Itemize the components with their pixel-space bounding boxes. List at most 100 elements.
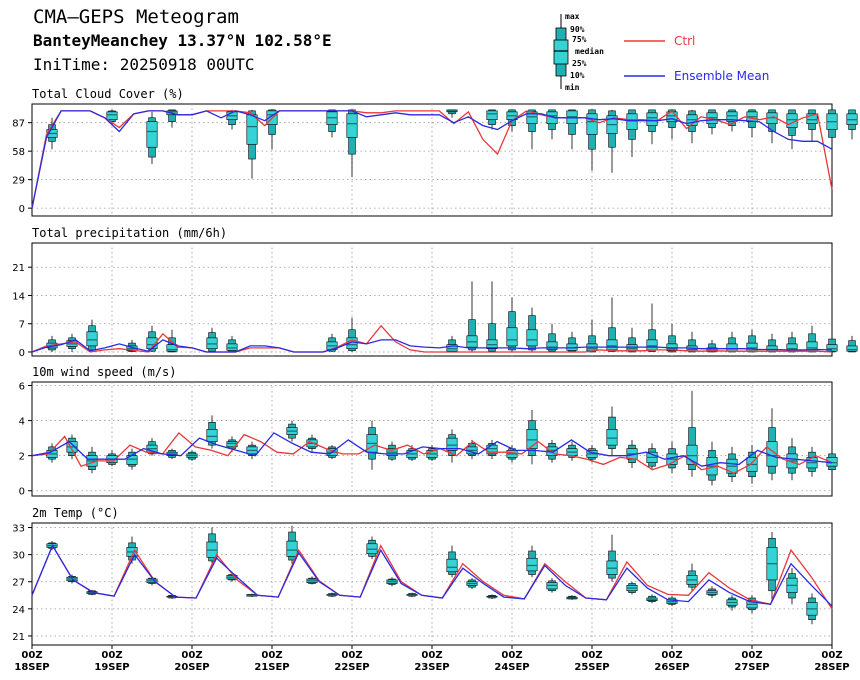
panel-3: 2m Temp (°C) 21 24 27 30 33 <box>12 506 833 646</box>
box-p25-p75 <box>446 344 458 352</box>
ensemble-box <box>206 327 218 352</box>
ensemble-box <box>606 297 618 352</box>
x-tick-date: 19SEP <box>94 662 129 673</box>
ensemble-box <box>506 109 518 132</box>
x-tick-date: 18SEP <box>14 662 49 673</box>
ensemble-box <box>346 109 358 177</box>
x-tick-date: 28SEP <box>814 662 849 673</box>
legend-ctrl-label: Ctrl <box>674 34 696 48</box>
box-p25-p75 <box>726 343 738 352</box>
ensemble-mean-line <box>31 432 833 467</box>
x-tick-date: 22SEP <box>334 662 369 673</box>
box-p25-p75 <box>506 327 518 347</box>
ensemble-mean-line <box>31 110 833 209</box>
ensemble-box <box>166 329 178 353</box>
ensemble-box <box>446 545 458 578</box>
ensemble-box <box>506 297 518 352</box>
ensemble-box <box>306 434 318 453</box>
init-time-label: IniTime: 20250918 00UTC <box>33 55 255 74</box>
x-tick-date: 24SEP <box>494 662 529 673</box>
ensemble-box <box>566 331 578 352</box>
x-tick-hour: 00Z <box>741 650 762 661</box>
ensemble-box <box>686 109 698 144</box>
x-tick-date: 27SEP <box>734 662 769 673</box>
ensemble-box <box>806 593 818 625</box>
box-p25-p75 <box>346 337 358 350</box>
ensemble-box <box>346 317 358 352</box>
x-tick-hour: 00Z <box>821 650 842 661</box>
box-p25-p75 <box>586 113 598 135</box>
y-tick-label: 2 <box>19 452 25 463</box>
y-tick-label: 0 <box>19 348 25 359</box>
ensemble-box <box>406 592 418 598</box>
ensemble-box <box>546 109 558 140</box>
y-tick-label: 0 <box>19 487 25 498</box>
legend-box-glyph <box>553 14 569 89</box>
box-p25-p75 <box>686 444 698 465</box>
legend-max-label: max <box>565 12 580 21</box>
ensemble-box <box>386 577 398 587</box>
ensemble-box <box>746 109 758 138</box>
ensemble-box <box>306 576 318 585</box>
ensemble-box <box>626 581 638 595</box>
ensemble-box <box>486 109 498 130</box>
x-tick-date: 23SEP <box>414 662 449 673</box>
x-tick-hour: 00Z <box>21 650 42 661</box>
ensemble-box <box>706 586 718 599</box>
y-tick-label: 58 <box>12 147 25 158</box>
panel-title: 10m wind speed (m/s) <box>32 365 177 379</box>
ensemble-box <box>846 109 858 140</box>
ensemble-box <box>646 109 658 145</box>
ensemble-box <box>406 445 418 461</box>
x-tick-date: 26SEP <box>654 662 689 673</box>
ensemble-box <box>326 109 338 138</box>
box-p25-p75 <box>606 429 618 446</box>
ensemble-box <box>626 327 638 353</box>
box-p10-p90 <box>488 323 496 352</box>
ensemble-box <box>446 335 458 353</box>
ensemble-box <box>366 420 378 470</box>
box-p25-p75 <box>846 345 858 352</box>
x-tick-hour: 00Z <box>341 650 362 661</box>
y-tick-label: 4 <box>19 417 25 428</box>
ensemble-box <box>766 408 778 481</box>
ensemble-box <box>666 596 678 607</box>
ensemble-box <box>766 109 778 144</box>
box-p10-p90 <box>168 109 176 122</box>
box-p25-p75 <box>446 558 458 573</box>
legend-p10-label: 10% <box>570 71 585 80</box>
ensemble-box <box>686 563 698 591</box>
panel-title: 2m Temp (°C) <box>32 506 119 520</box>
ensemble-box <box>246 109 258 179</box>
ensemble-box <box>286 420 298 442</box>
x-tick-hour: 00Z <box>501 650 522 661</box>
y-tick-label: 21 <box>12 263 25 274</box>
box-p25-p75 <box>166 344 178 352</box>
ensemble-box <box>86 446 98 474</box>
ensemble-box <box>146 576 158 586</box>
ensemble-box <box>206 527 218 564</box>
legend-mean-label: Ensemble Mean <box>674 69 770 83</box>
x-tick-hour: 00Z <box>581 650 602 661</box>
panel-2: 10m wind speed (m/s) 0 2 4 6 <box>19 365 838 498</box>
x-tick-hour: 00Z <box>101 650 122 661</box>
x-tick-date: 20SEP <box>174 662 209 673</box>
box-p25-p75 <box>346 113 358 138</box>
box-p25-p75 <box>86 331 98 347</box>
box-p25-p75 <box>526 429 538 449</box>
box-p25-p75 <box>726 111 738 122</box>
ensemble-box <box>466 578 478 589</box>
legend-min-label: min <box>565 83 580 92</box>
ensemble-box <box>806 446 818 477</box>
ensemble-box <box>526 545 538 578</box>
ensemble-box <box>446 109 458 118</box>
ensemble-box <box>606 109 618 173</box>
box-p25-p75 <box>226 343 238 351</box>
ensemble-box <box>606 406 618 456</box>
ensemble-box <box>846 335 858 353</box>
ensemble-box <box>326 592 338 598</box>
ensemble-box <box>706 339 718 353</box>
box-p25-p75 <box>766 345 778 352</box>
ensemble-box <box>466 281 478 352</box>
